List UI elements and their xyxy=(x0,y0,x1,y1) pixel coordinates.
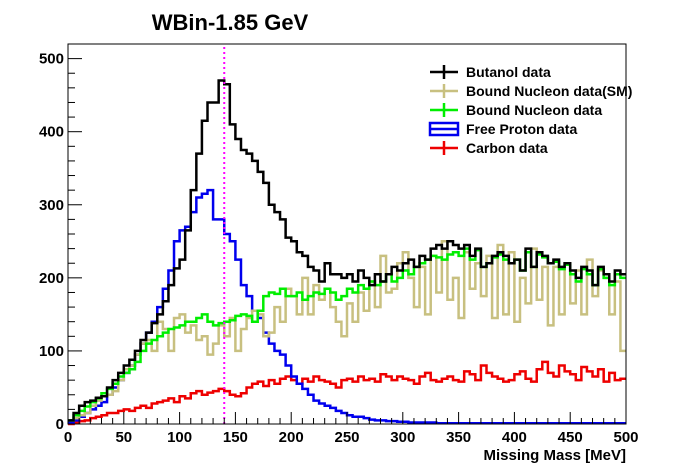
x-tick-label: 450 xyxy=(558,429,583,446)
y-tick-label: 500 xyxy=(39,51,64,68)
legend-label: Carbon data xyxy=(466,140,548,156)
legend-label: Butanol data xyxy=(466,64,551,80)
y-tick-label: 300 xyxy=(39,197,64,214)
x-tick-label: 0 xyxy=(64,429,72,446)
y-axis: 0 100 200 300 400 500 xyxy=(39,43,82,433)
x-tick-label: 400 xyxy=(502,429,527,446)
y-tick-label: 200 xyxy=(39,270,64,287)
legend: Butanol data Bound Nucleon data(SM) Bound … xyxy=(428,64,632,156)
x-tick-label: 350 xyxy=(446,429,471,446)
x-tick-label: 100 xyxy=(167,429,192,446)
x-axis-title: Missing Mass [MeV] xyxy=(483,447,626,464)
legend-label: Bound Nucleon data xyxy=(466,102,602,118)
x-tick-label: 50 xyxy=(115,429,132,446)
x-tick-label: 250 xyxy=(334,429,359,446)
series-layer xyxy=(68,79,626,426)
y-tick-label: 100 xyxy=(39,343,64,360)
y-tick-label: 400 xyxy=(39,124,64,141)
legend-label: Free Proton data xyxy=(466,121,577,137)
series-line-0 xyxy=(68,79,626,422)
x-axis: 0 50 100 150 200 250 300 350 400 450 500 xyxy=(64,412,639,446)
x-tick-label: 500 xyxy=(613,429,638,446)
y-tick-label: 0 xyxy=(56,416,64,433)
x-tick-label: 300 xyxy=(390,429,415,446)
chart-title: WBin-1.85 GeV xyxy=(152,10,309,35)
x-tick-label: 150 xyxy=(223,429,248,446)
legend-label: Bound Nucleon data(SM) xyxy=(466,83,632,99)
x-tick-label: 200 xyxy=(279,429,304,446)
series-line-4 xyxy=(68,360,626,426)
